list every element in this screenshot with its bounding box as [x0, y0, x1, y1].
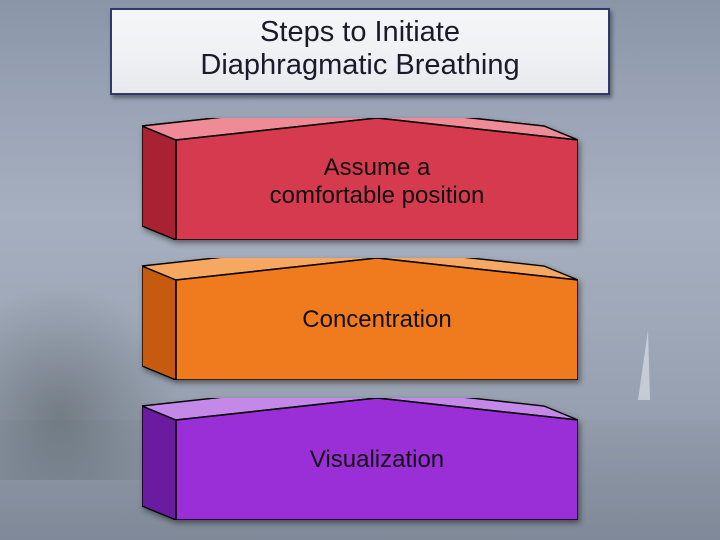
step-label-1-line1: Assume a: [324, 154, 431, 181]
title-box: Steps to Initiate Diaphragmatic Breathin…: [110, 8, 610, 95]
step-block-2: Concentration: [142, 258, 578, 380]
title-line-1: Steps to Initiate: [124, 16, 596, 49]
step-label-3: Visualization: [186, 446, 568, 474]
step-block-3: Visualization: [142, 398, 578, 520]
step-label-1-line2: comfortable position: [270, 182, 485, 209]
title-line-2: Diaphragmatic Breathing: [124, 49, 596, 82]
steps-stack: Assume a comfortable position Concentrat…: [142, 118, 578, 538]
step-side-2: [142, 266, 176, 380]
step-side-3: [142, 406, 176, 520]
step-label-2-line1: Concentration: [302, 306, 451, 333]
background-sailboat: [638, 330, 650, 400]
step-side-1: [142, 126, 176, 240]
step-label-2: Concentration: [186, 306, 568, 334]
step-label-3-line1: Visualization: [310, 446, 444, 473]
step-label-1: Assume a comfortable position: [186, 154, 568, 209]
step-block-1: Assume a comfortable position: [142, 118, 578, 240]
